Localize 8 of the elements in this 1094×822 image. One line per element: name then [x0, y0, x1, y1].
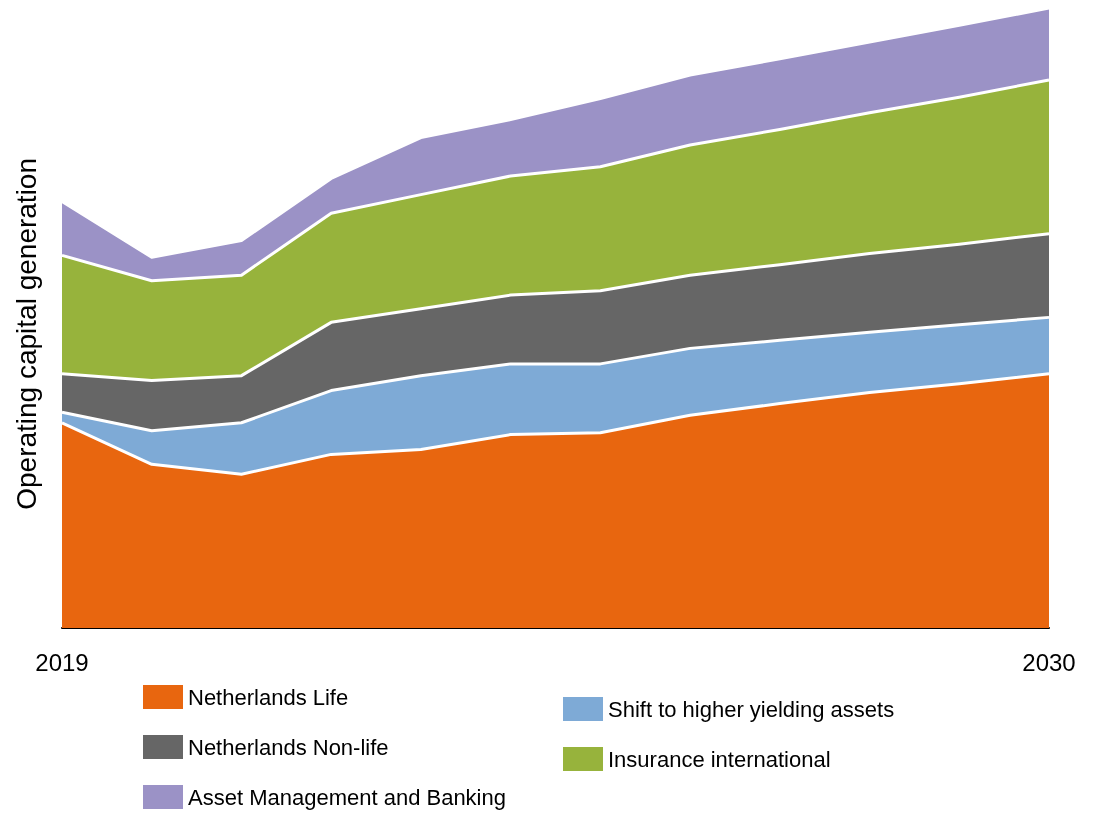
- legend-label: Netherlands Life: [188, 684, 349, 710]
- y-axis-title: Operating capital generation: [10, 157, 42, 510]
- legend-label: Shift to higher yielding assets: [608, 696, 895, 722]
- legend-label: Insurance international: [608, 746, 831, 772]
- legend-label: Netherlands Non-life: [188, 734, 389, 760]
- x-tick-label: 2030: [1022, 648, 1076, 676]
- legend-label: Asset Management and Banking: [188, 784, 506, 810]
- x-tick-label: 2019: [35, 648, 89, 676]
